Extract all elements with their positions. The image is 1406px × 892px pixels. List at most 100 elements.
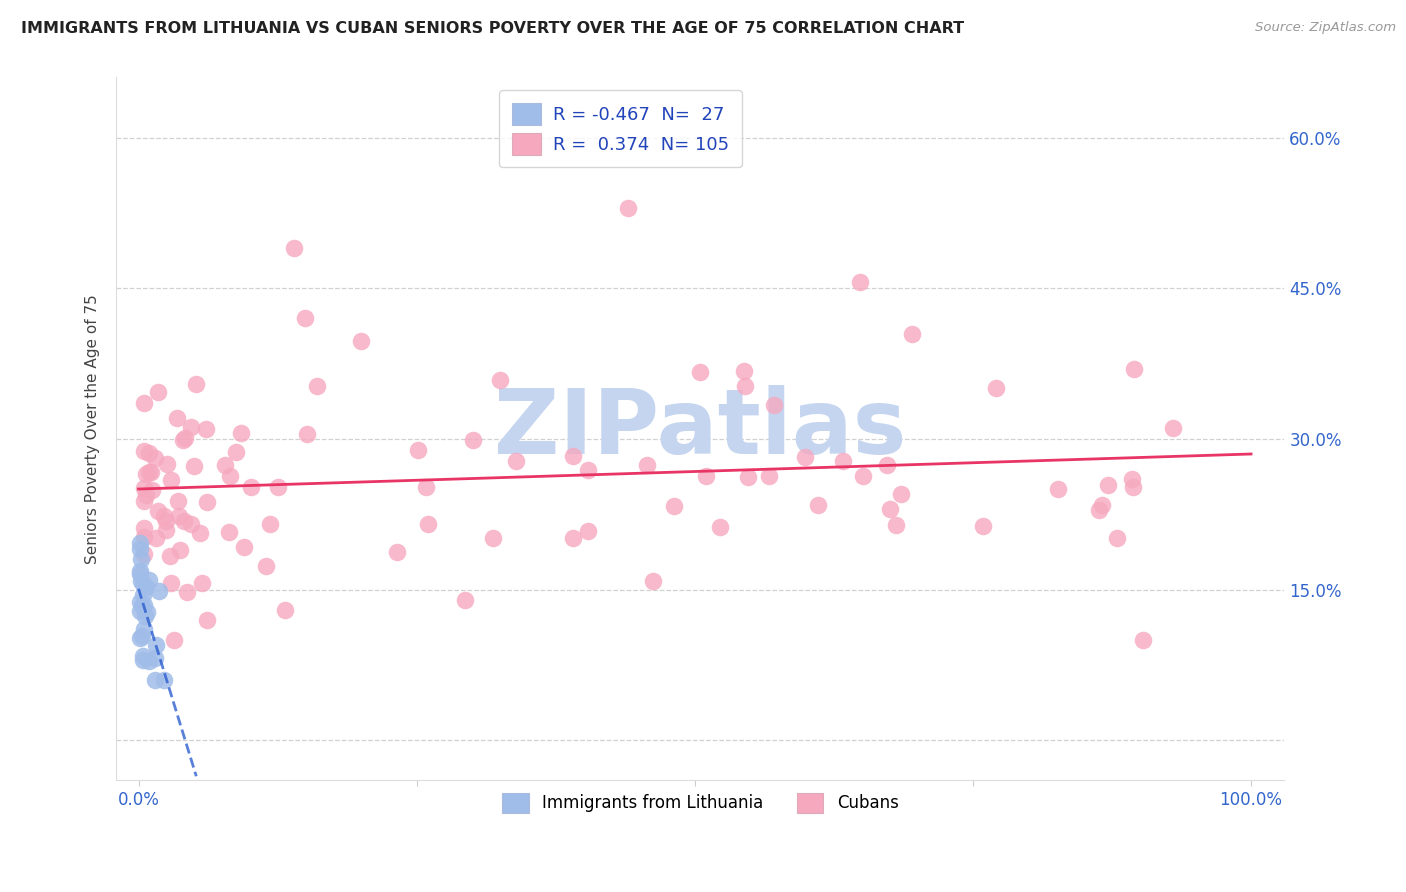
Legend: Immigrants from Lithuania, Cubans: Immigrants from Lithuania, Cubans [491, 781, 910, 825]
Point [758, 469, 780, 483]
Point [128, 566, 150, 581]
Point [733, 364, 755, 378]
Point [418, 516, 440, 531]
Point [173, 514, 195, 528]
Point [138, 654, 160, 668]
Point [167, 494, 190, 508]
Point [643, 574, 665, 589]
Point [505, 454, 527, 468]
Point [689, 365, 711, 379]
Point [1132, 632, 1154, 647]
Point [294, 311, 316, 326]
Point [1087, 503, 1109, 517]
Point [131, 599, 153, 614]
Point [132, 444, 155, 458]
Point [972, 519, 994, 533]
Point [174, 431, 197, 445]
Point [295, 427, 318, 442]
Point [415, 479, 437, 493]
Point [143, 673, 166, 687]
Point [132, 652, 155, 666]
Point [267, 480, 290, 494]
Point [129, 535, 152, 549]
Point [1091, 499, 1114, 513]
Point [274, 603, 297, 617]
Text: IMMIGRANTS FROM LITHUANIA VS CUBAN SENIORS POVERTY OVER THE AGE OF 75 CORRELATIO: IMMIGRANTS FROM LITHUANIA VS CUBAN SENIO… [21, 21, 965, 36]
Point [1121, 472, 1143, 486]
Point [194, 422, 217, 436]
Point [219, 468, 242, 483]
Point [160, 575, 183, 590]
Point [128, 595, 150, 609]
Point [155, 514, 177, 528]
Point [481, 532, 503, 546]
Point [129, 551, 152, 566]
Point [852, 468, 875, 483]
Point [135, 581, 157, 595]
Point [132, 598, 155, 612]
Point [617, 201, 640, 215]
Point [1107, 531, 1129, 545]
Point [180, 516, 202, 531]
Point [141, 483, 163, 497]
Point [146, 503, 169, 517]
Point [890, 486, 912, 500]
Point [1097, 478, 1119, 492]
Point [233, 541, 256, 555]
Point [132, 622, 155, 636]
Point [188, 526, 211, 541]
Point [259, 517, 281, 532]
Point [350, 334, 373, 348]
Point [576, 463, 599, 477]
Point [132, 547, 155, 561]
Point [160, 474, 183, 488]
Point [876, 458, 898, 472]
Text: Source: ZipAtlas.com: Source: ZipAtlas.com [1256, 21, 1396, 34]
Point [143, 450, 166, 465]
Point [163, 632, 186, 647]
Point [218, 525, 240, 540]
Point [131, 629, 153, 643]
Point [143, 650, 166, 665]
Point [807, 498, 830, 512]
Point [283, 241, 305, 255]
Point [138, 465, 160, 479]
Point [879, 501, 901, 516]
Point [1161, 421, 1184, 435]
Point [576, 524, 599, 539]
Point [172, 433, 194, 447]
Point [385, 545, 408, 559]
Point [155, 523, 177, 537]
Point [794, 450, 817, 465]
Y-axis label: Seniors Poverty Over the Age of 75: Seniors Poverty Over the Age of 75 [86, 294, 100, 564]
Point [225, 445, 247, 459]
Point [131, 649, 153, 664]
Point [489, 373, 512, 387]
Point [132, 521, 155, 535]
Point [153, 673, 176, 687]
Point [562, 450, 585, 464]
Point [148, 384, 170, 399]
Point [134, 609, 156, 624]
Point [454, 593, 477, 607]
Point [129, 604, 152, 618]
Point [214, 458, 236, 472]
Point [167, 508, 190, 523]
Point [849, 275, 872, 289]
Point [562, 531, 585, 545]
Point [734, 379, 756, 393]
Point [695, 468, 717, 483]
Point [184, 376, 207, 391]
Point [229, 426, 252, 441]
Point [145, 638, 167, 652]
Point [180, 420, 202, 434]
Point [240, 480, 263, 494]
Point [138, 573, 160, 587]
Point [662, 499, 685, 513]
Point [884, 517, 907, 532]
Point [183, 458, 205, 473]
Point [135, 467, 157, 481]
Point [136, 605, 159, 619]
Point [1047, 483, 1070, 497]
Point [709, 520, 731, 534]
